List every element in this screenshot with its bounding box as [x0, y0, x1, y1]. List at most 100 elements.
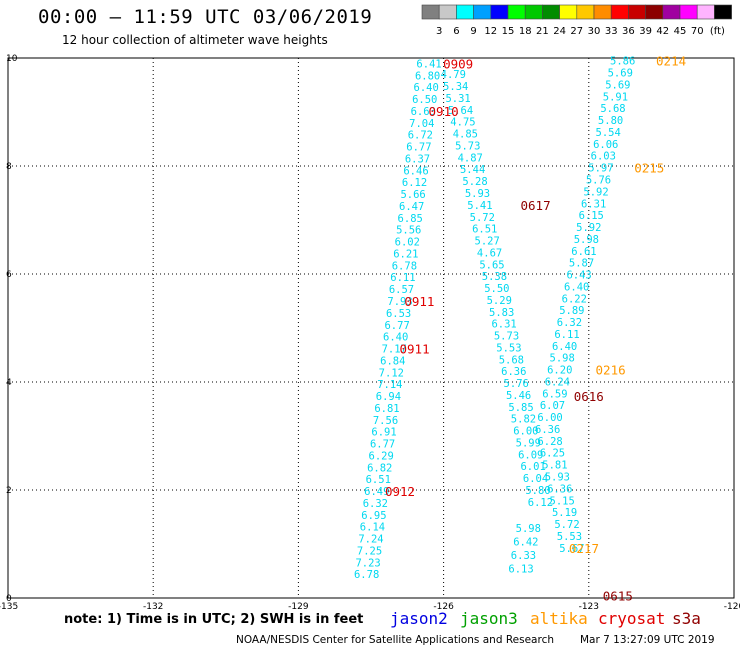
pass-time-label: 0909: [443, 56, 473, 71]
pass-time-label: 0616: [574, 389, 604, 404]
wave-height-value: 6.03: [591, 151, 616, 163]
wave-height-value: 5.85: [508, 402, 533, 414]
wave-height-value: 6.37: [405, 153, 430, 165]
colorbar-tick-label: 27: [570, 26, 583, 37]
color-scale-legend: 3 6 9 12 15 18 21 24 27 30 33 36 39 42 45 70 (ft): [421, 4, 732, 37]
wave-height-value: 6.51: [472, 224, 497, 236]
wave-height-value: 6.12: [528, 497, 553, 509]
wave-height-value: 6.59: [542, 388, 567, 400]
wave-height-value: 6.84: [380, 355, 405, 367]
wave-height-value: 5.19: [552, 507, 577, 519]
wave-height-value: 6.40: [383, 332, 408, 344]
wave-height-value: 5.81: [542, 460, 567, 472]
wave-height-value: 5.44: [460, 164, 485, 176]
wave-height-value: 4.75: [450, 117, 475, 129]
wave-height-value: 6.61: [571, 246, 596, 258]
wave-height-value: 6.32: [557, 317, 582, 329]
x-tick-label: -132: [143, 602, 163, 612]
wave-height-value: 5.93: [465, 188, 490, 200]
wave-height-value: 6.31: [491, 319, 516, 331]
colorbar-tick-label: 33: [605, 26, 618, 37]
wave-height-value: 4.67: [477, 247, 502, 259]
colorbar-unit-label: (ft): [710, 26, 725, 37]
colorbar-tick-label: 3: [436, 26, 442, 37]
pass-time-label: 0617: [521, 198, 551, 213]
wave-height-value: 5.41: [467, 200, 492, 212]
wave-height-value: 6.53: [386, 308, 411, 320]
wave-height-value: 6.95: [361, 510, 386, 522]
wave-height-value: 6.77: [406, 142, 431, 154]
wave-height-value: 6.47: [399, 201, 424, 213]
colorbar-tick-label: 6: [453, 26, 459, 37]
x-tick-label: -123: [579, 602, 599, 612]
wave-height-value: 5.34: [443, 81, 468, 93]
page-title: 00:00 – 11:59 UTC 03/06/2019: [38, 6, 373, 28]
wave-height-value: 4.79: [441, 69, 466, 81]
wave-height-value: 5.98: [574, 234, 599, 246]
colorbar-tick-label: 70: [691, 26, 704, 37]
y-tick-label: 0: [6, 594, 12, 604]
wave-height-value: 6.02: [395, 237, 420, 249]
x-tick-label: -120: [724, 602, 740, 612]
colorbar-tick-label: 42: [656, 26, 669, 37]
colorbar-tick-label: 39: [639, 26, 652, 37]
wave-height-value: 6.01: [520, 461, 545, 473]
wave-height-value: 6.40: [414, 82, 439, 94]
wave-height-value: 7.12: [379, 367, 404, 379]
wave-height-value: 5.65: [479, 259, 504, 271]
satellite-legend-s3a: s3a: [672, 609, 701, 628]
wave-height-value: 5.69: [608, 68, 633, 80]
colorbar-tick-label: 30: [588, 26, 601, 37]
wave-height-value: 6.50: [412, 94, 437, 106]
wave-height-value: 5.27: [475, 236, 500, 248]
wave-height-value: 6.31: [581, 198, 606, 210]
y-tick-label: 8: [6, 162, 12, 172]
page-subtitle: 12 hour collection of altimeter wave hei…: [62, 33, 328, 47]
wave-height-value: 7.24: [358, 534, 383, 546]
wave-height-value: 5.92: [576, 222, 601, 234]
wave-height-value: 5.73: [494, 331, 519, 343]
wave-height-value: 6.43: [566, 270, 591, 282]
wave-height-value: 5.72: [554, 519, 579, 531]
wave-height-value: 5.56: [396, 225, 421, 237]
wave-height-value: 5.82: [511, 414, 536, 426]
wave-height-value: 6.36: [547, 483, 572, 495]
wave-height-value: 7.17: [382, 344, 407, 356]
wave-height-value: 5.98: [550, 353, 575, 365]
credit-line: NOAA/NESDIS Center for Satellite Applica…: [236, 634, 554, 646]
wave-height-value: 6.14: [360, 522, 385, 534]
wave-height-value: 6.91: [371, 427, 396, 439]
wave-height-value: 5.91: [603, 91, 628, 103]
wave-height-value: 4.87: [458, 152, 483, 164]
wave-height-value: 5.73: [455, 140, 480, 152]
colorbar-tick-label: 9: [470, 26, 476, 37]
wave-height-value: 5.66: [400, 189, 425, 201]
y-tick-label: 6: [6, 270, 12, 280]
y-tick-label: 4: [6, 378, 12, 388]
wave-height-value: 6.20: [547, 365, 572, 377]
wave-height-value: 6.09: [518, 449, 543, 461]
wave-height-value: 6.33: [511, 550, 536, 562]
wave-height-value: 5.87: [569, 258, 594, 270]
wave-height-value: 5.15: [550, 495, 575, 507]
wave-height-value: 6.22: [562, 293, 587, 305]
wave-height-value: 7.25: [357, 545, 382, 557]
wave-height-value: 6.36: [535, 424, 560, 436]
wave-height-value: 6.25: [540, 448, 565, 460]
wave-height-value: 6.00: [537, 412, 562, 424]
wave-height-value: 7.23: [355, 557, 380, 569]
x-tick-label: -135: [0, 602, 18, 612]
x-tick-label: -129: [288, 602, 309, 612]
wave-height-value: 5.46: [506, 390, 531, 402]
colorbar-tick-label: 24: [553, 26, 566, 37]
wave-height-value: 5.99: [516, 437, 541, 449]
wave-height-value: 6.15: [579, 210, 604, 222]
wave-height-value: 5.38: [482, 271, 507, 283]
wave-height-value: 5.69: [605, 79, 630, 91]
colorbar-tick-label: 21: [536, 26, 549, 37]
colorbar-tick-label: 15: [502, 26, 515, 37]
wave-height-value: 5.89: [559, 305, 584, 317]
wave-height-value: 5.93: [545, 472, 570, 484]
pass-time-label: 0214: [656, 54, 686, 69]
wave-height-value: 6.36: [501, 366, 526, 378]
